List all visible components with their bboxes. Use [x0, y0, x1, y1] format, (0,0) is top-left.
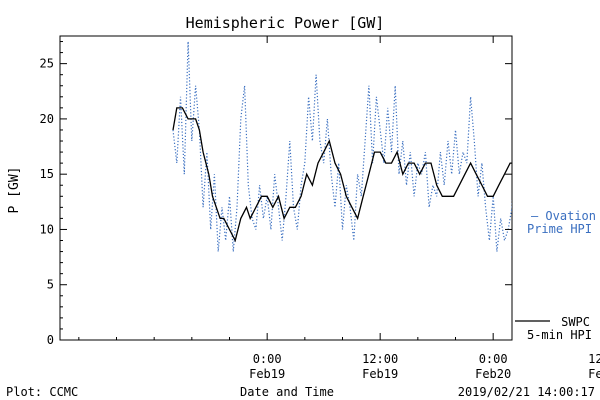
legend-swpc-line2: 5-min HPI — [527, 328, 592, 342]
x-tick-label-time: 0:00 — [253, 352, 282, 366]
footer-timestamp: 2019/02/21 14:00:17 — [458, 385, 595, 399]
y-tick-label: 25 — [40, 57, 54, 71]
x-tick-label-time: 12:00 — [362, 352, 398, 366]
y-tick-label: 5 — [47, 278, 54, 292]
x-tick-label-date: Feb20 — [588, 367, 600, 381]
x-tick-label-time: 0:00 — [479, 352, 508, 366]
plot-area — [59, 35, 513, 341]
y-tick-label: 15 — [40, 167, 54, 181]
legend-swpc-line1: SWPC — [561, 315, 590, 329]
x-axis-label: Date and Time — [240, 385, 334, 399]
y-axis-label: P [GW] — [7, 167, 22, 214]
x-tick-label-date: Feb19 — [362, 367, 398, 381]
legend-ovation-line1: — Ovation — [531, 209, 596, 223]
y-tick-label: 0 — [47, 333, 54, 347]
y-tick-label: 20 — [40, 112, 54, 126]
x-tick-label-date: Feb19 — [249, 367, 285, 381]
x-tick-label-time: 12:00 — [588, 352, 600, 366]
footer-plot-credit: Plot: CCMC — [6, 385, 78, 399]
series-line-swpc — [172, 107, 512, 243]
y-tick-label: 10 — [40, 222, 54, 236]
chart-title: Hemispheric Power [GW] — [186, 14, 385, 32]
legend-ovation-line2: Prime HPI — [527, 222, 592, 236]
x-tick-label-date: Feb20 — [475, 367, 511, 381]
